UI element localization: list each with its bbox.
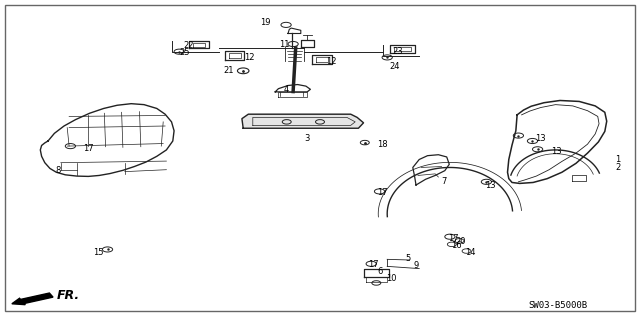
Text: 6: 6 (378, 267, 383, 276)
Text: 2: 2 (615, 163, 620, 172)
Text: FR.: FR. (56, 289, 79, 301)
Text: 25: 25 (180, 48, 190, 57)
Text: 18: 18 (377, 140, 387, 149)
Text: 4: 4 (284, 85, 289, 94)
Text: 19: 19 (260, 19, 271, 27)
Text: 22: 22 (183, 41, 193, 50)
Text: 16: 16 (451, 241, 461, 250)
Polygon shape (242, 114, 364, 128)
Text: 15: 15 (93, 248, 103, 256)
Text: 17: 17 (448, 234, 458, 243)
Text: 13: 13 (485, 181, 495, 189)
Text: 9: 9 (413, 261, 419, 270)
Text: 24: 24 (390, 62, 400, 71)
Text: 7: 7 (441, 177, 446, 186)
Text: 11: 11 (280, 40, 290, 48)
Text: 12: 12 (244, 53, 255, 62)
Text: 8: 8 (55, 166, 60, 175)
Text: 17: 17 (378, 189, 388, 197)
Text: 17: 17 (83, 144, 93, 153)
Text: 20: 20 (456, 237, 466, 246)
Text: 17: 17 (369, 260, 379, 269)
FancyArrow shape (12, 293, 53, 305)
Text: 10: 10 (387, 274, 397, 283)
Text: 14: 14 (465, 248, 476, 257)
Text: 13: 13 (552, 147, 562, 156)
Text: 21: 21 (224, 66, 234, 75)
Text: 5: 5 (406, 254, 411, 263)
Text: 1: 1 (615, 155, 620, 164)
Text: 12: 12 (326, 57, 336, 66)
Text: 13: 13 (536, 134, 546, 143)
Text: 3: 3 (305, 134, 310, 143)
Text: 23: 23 (393, 47, 403, 56)
Text: SW03-B5000B: SW03-B5000B (529, 301, 588, 310)
